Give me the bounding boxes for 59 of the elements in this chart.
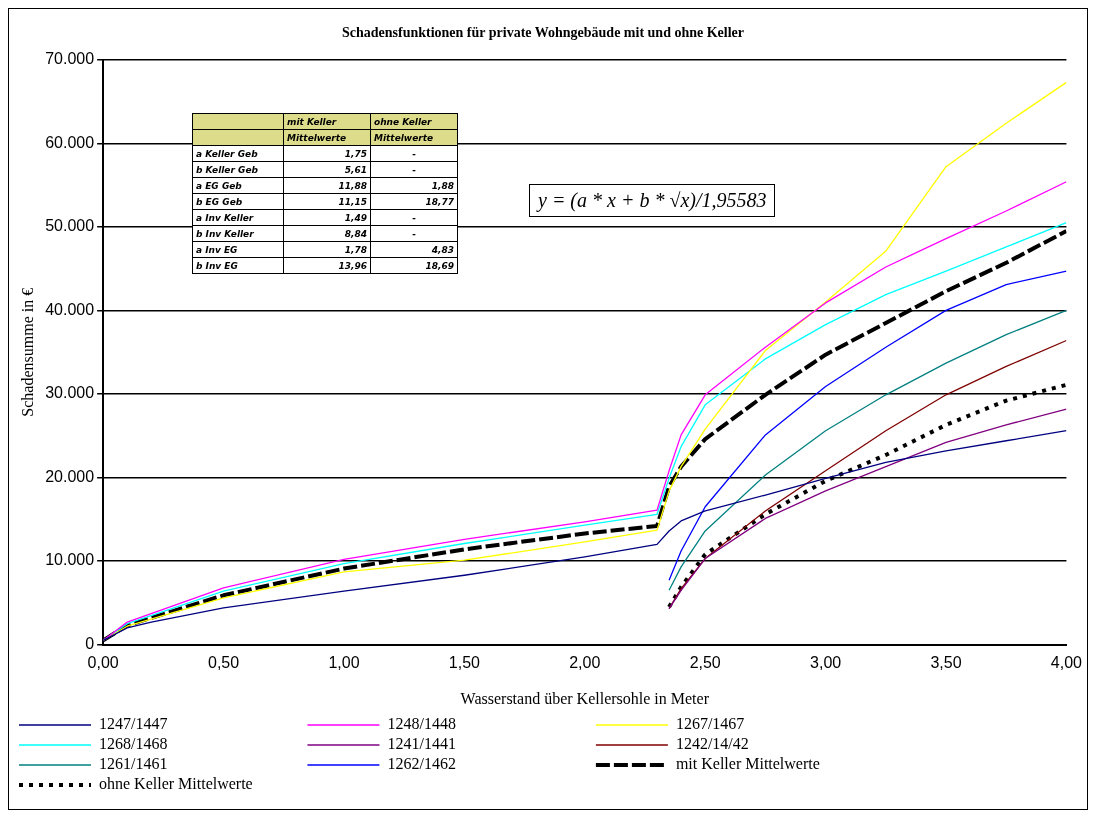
annotation: 11,15 [283, 193, 371, 210]
legend-label: 1247/1447 [99, 715, 304, 733]
annotation: Mittelwerte [283, 129, 371, 146]
annotation: b Inv Keller [192, 225, 284, 242]
x-tick-label: 2,50 [689, 653, 721, 671]
x-tick-label: 1,00 [328, 653, 360, 671]
y-tick-label: 60.000 [45, 133, 95, 151]
legend-label: 1261/1461 [99, 755, 304, 773]
x-tick-label: 0,00 [87, 653, 119, 671]
y-axis-title: Schadensumme in € [18, 287, 36, 417]
annotation: a Inv EG [192, 241, 284, 258]
legend-label: 1268/1468 [99, 735, 304, 753]
annotation: 18,69 [370, 257, 458, 274]
annotation: Mittelwerte [370, 129, 458, 146]
x-tick-label: 3,00 [810, 653, 842, 671]
x-tick-label: 3,50 [930, 653, 962, 671]
annotation: 18,77 [370, 193, 458, 210]
annotation: 4,83 [370, 241, 458, 258]
annotation: - [370, 225, 458, 242]
annotation: 1,49 [283, 209, 371, 226]
annotation: 1,88 [370, 177, 458, 194]
y-tick-label: 20.000 [45, 467, 95, 485]
legend-label: 1267/1467 [675, 715, 881, 733]
annotation: 1,75 [283, 145, 371, 162]
annotation: a EG Geb [192, 177, 284, 194]
annotation: 13,96 [283, 257, 371, 274]
x-tick-label: 0,50 [207, 653, 240, 671]
x-axis-title: Wasserstand über Kellersohle in Meter [460, 689, 710, 707]
annotation: b Keller Geb [192, 161, 284, 178]
y-tick-label: 40.000 [45, 300, 95, 318]
annotation: b EG Geb [192, 193, 284, 210]
annotation: 8,84 [283, 225, 371, 242]
x-tick-label: 2,00 [569, 653, 601, 671]
annotation: 5,61 [283, 161, 371, 178]
annotation: b Inv EG [192, 257, 284, 274]
y-tick-label: 70.000 [45, 50, 95, 68]
legend-label: mit Keller Mittelwerte [675, 755, 852, 773]
annotation: - [370, 161, 458, 178]
annotation: 11,88 [283, 177, 371, 194]
annotation: a Inv Keller [192, 209, 284, 226]
y-tick-label: 10.000 [45, 551, 95, 569]
annotation: y = (a * x + b * √x)/1,95583 [529, 184, 776, 217]
annotation: ohne Keller [370, 113, 458, 130]
annotation: mit Keller [283, 113, 371, 130]
annotation: a Keller Geb [192, 145, 284, 162]
legend-label: 1242/14/42 [675, 735, 877, 753]
x-tick-label: 1,50 [448, 653, 481, 671]
y-tick-label: 50.000 [45, 217, 95, 235]
annotation: - [370, 145, 458, 162]
legend-label: 1241/1441 [387, 735, 592, 753]
legend-label: 1248/1448 [387, 715, 592, 733]
annotation: 1,78 [283, 241, 371, 258]
legend-label: ohne Keller Mittelwerte [99, 775, 277, 793]
x-tick-label: 4,00 [1050, 653, 1083, 671]
legend-label: 1262/1462 [387, 755, 592, 773]
y-tick-label: 0 [85, 635, 95, 653]
y-tick-label: 30.000 [45, 384, 95, 402]
chart-title: Schadensfunktionen für private Wohngebäude mit und ohne Keller [341, 25, 745, 41]
annotation: - [370, 209, 458, 226]
